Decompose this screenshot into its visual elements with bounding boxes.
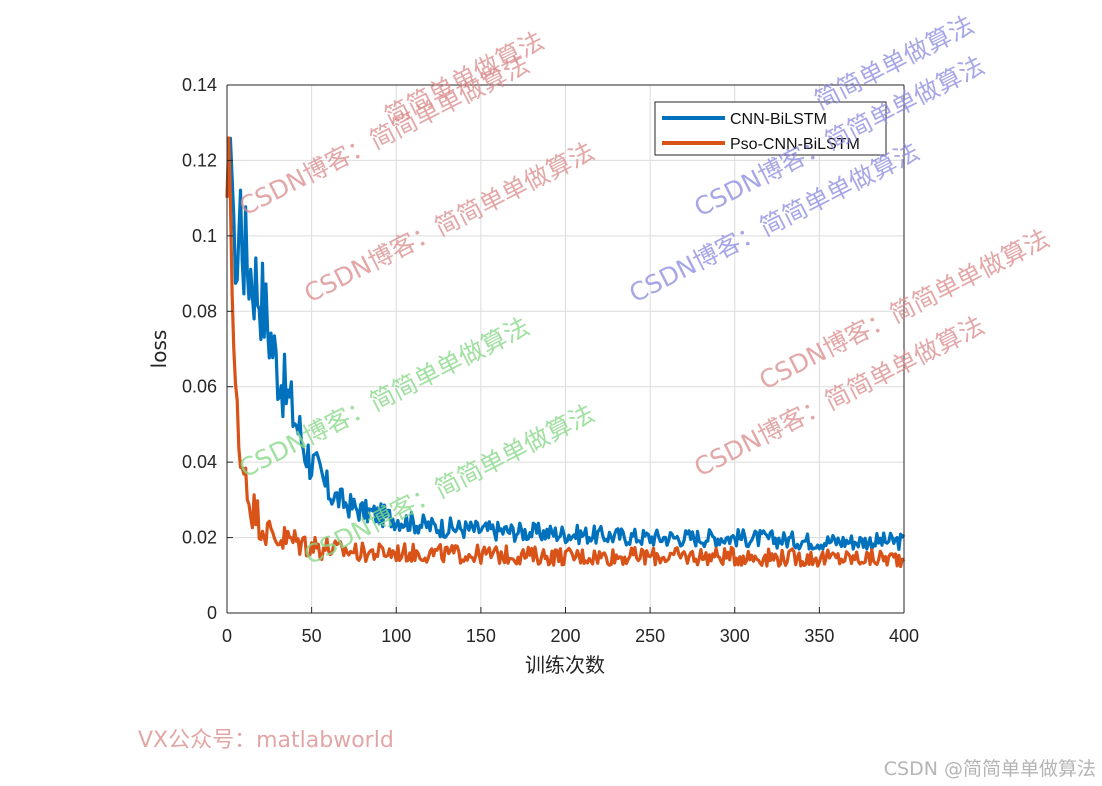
series-line-cnn-bilstm <box>225 136 906 552</box>
x-axis-label: 训练次数 <box>525 653 605 677</box>
y-tick-label: 0.06 <box>182 377 217 397</box>
y-axis-label: loss <box>147 330 171 369</box>
legend: CNN-BiLSTM Pso-CNN-BiLSTM <box>654 101 887 156</box>
axes <box>226 84 905 614</box>
y-tick-label: 0.14 <box>182 75 217 95</box>
series-lines <box>225 136 906 569</box>
x-tick-label: 350 <box>804 626 834 646</box>
y-tick-label: 0.12 <box>182 150 217 170</box>
y-tick-label: 0.08 <box>182 301 217 321</box>
y-tick-label: 0 <box>207 603 217 623</box>
x-tick-label: 200 <box>550 626 580 646</box>
y-tick-label: 0.1 <box>192 226 217 246</box>
x-tick-label: 100 <box>381 626 411 646</box>
y-tick-label: 0.02 <box>182 528 217 548</box>
x-tick-label: 250 <box>635 626 665 646</box>
legend-box <box>654 101 887 156</box>
watermark-bottom-left: VX公众号：matlabworld <box>138 728 394 753</box>
y-tick-label: 0.04 <box>182 452 217 472</box>
legend-label-pso-cnn-bilstm: Pso-CNN-BiLSTM <box>730 136 860 153</box>
legend-label-cnn-bilstm: CNN-BiLSTM <box>730 111 827 128</box>
x-tick-label: 300 <box>720 626 750 646</box>
x-tick-label: 0 <box>222 626 232 646</box>
series-line-pso-cnn-bilstm <box>225 136 906 569</box>
x-tick-label: 400 <box>889 626 919 646</box>
x-tick-label: 50 <box>302 626 322 646</box>
watermark-bottom-right: CSDN @简简单单做算法 <box>883 758 1096 780</box>
tick-labels: 0 50 100 150 200 250 300 350 400 0 0.02 0.04 0.06 0.0… <box>182 75 919 646</box>
x-tick-label: 150 <box>466 626 496 646</box>
